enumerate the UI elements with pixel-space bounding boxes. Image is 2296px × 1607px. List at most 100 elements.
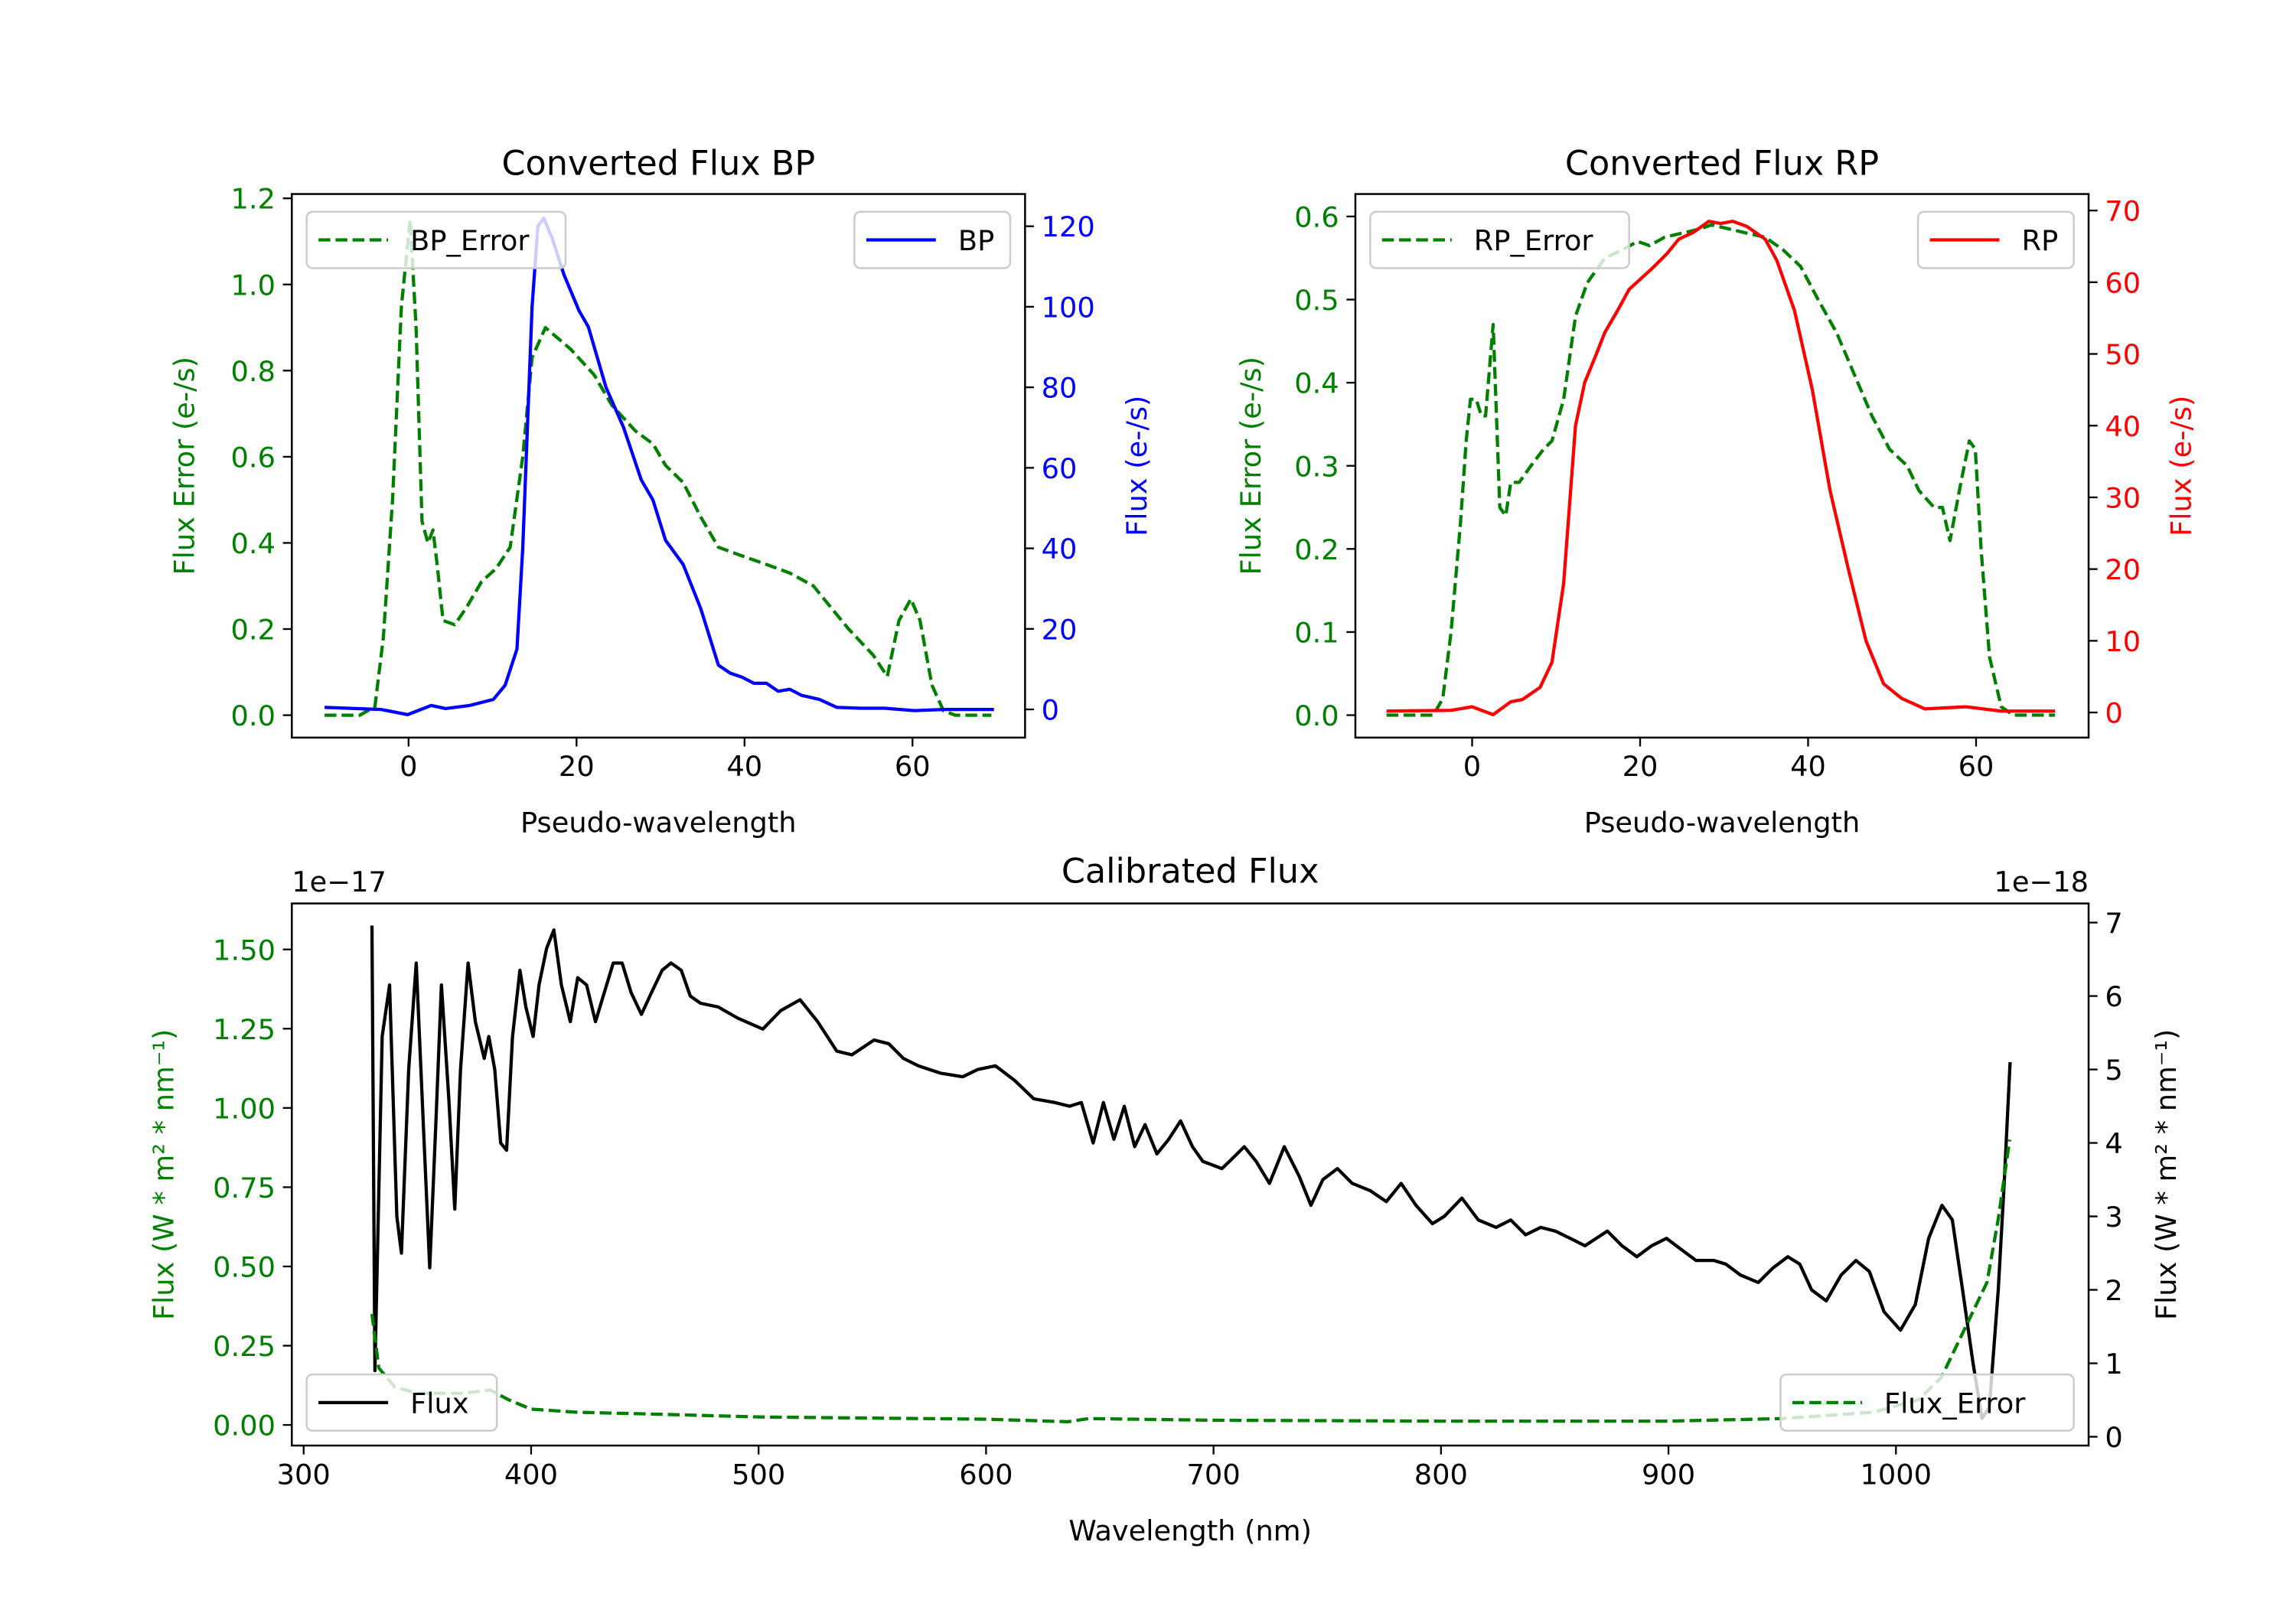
y-left-tick-label: 0.4 [1294, 367, 1339, 400]
y-left-tick-label: 1.00 [213, 1092, 276, 1125]
y-left-tick-label: 1.2 [231, 183, 276, 216]
y-right-tick-label: 3 [2105, 1201, 2122, 1234]
chart-title: Calibrated Flux [1062, 852, 1319, 892]
y-right-tick-label: 0 [2105, 1421, 2122, 1454]
x-tick-label: 0 [1463, 750, 1481, 783]
y-left-tick-label: 0.6 [231, 441, 276, 474]
y-left-tick-label: 0.25 [213, 1330, 276, 1363]
legend-box [1369, 210, 1630, 269]
y-right-tick-label: 5 [2105, 1054, 2122, 1087]
legend-label: RP_Error [1474, 224, 1594, 257]
x-tick-label: 20 [559, 750, 595, 783]
x-tick-label: 500 [732, 1458, 785, 1491]
series-line-rp [1386, 220, 2056, 716]
legend-box [305, 210, 567, 269]
series-line-bp [324, 216, 994, 716]
legend-flux-error: Flux_Error [1779, 1373, 2075, 1432]
y-left-tick-label: 0.00 [213, 1410, 276, 1442]
legend-box [1779, 1373, 2075, 1432]
legend-label: BP [958, 224, 994, 257]
x-tick-label: 1000 [1860, 1458, 1932, 1491]
y-right-tick-label: 60 [1042, 452, 1078, 485]
legend-box [305, 1373, 498, 1432]
y-right-tick-label: 0 [2105, 697, 2122, 730]
y-right-tick-label: 100 [1042, 291, 1095, 324]
chart-0: Converted Flux BP 0 20 40 60 0.0 0.2 0.4 0.6 0.8 1… [168, 144, 1154, 839]
y-right-tick-label: 1 [2105, 1348, 2122, 1380]
legend-bp: BP [853, 210, 1012, 269]
y-left-axis-label: Flux Error (e-/s) [168, 357, 201, 575]
y-left-tick-label: 0.0 [231, 699, 276, 732]
y-left-axis-label: Flux Error (e-/s) [1234, 357, 1267, 575]
legend-bp-error: BP_Error [305, 210, 567, 269]
legend-label: RP [2022, 224, 2059, 257]
axes-frame [291, 902, 2090, 1447]
y-right-tick-label: 2 [2105, 1274, 2122, 1307]
y-right-tick-label: 60 [2105, 266, 2141, 299]
y-left-tick-label: 0.5 [1294, 284, 1339, 317]
series-line-flux [370, 925, 2012, 1420]
x-tick-label: 0 [400, 750, 417, 783]
y-right-tick-label: 20 [1042, 613, 1078, 646]
legend-flux: Flux [305, 1373, 498, 1432]
y-left-tick-label: 1.50 [213, 934, 276, 966]
y-right-tick-label: 30 [2105, 481, 2141, 514]
legend-label: Flux_Error [1884, 1387, 2026, 1420]
y-right-tick-label: 40 [1042, 533, 1078, 566]
x-tick-label: 60 [895, 750, 931, 783]
y-right-tick-label: 40 [2105, 410, 2141, 443]
x-axis-label: Pseudo-wavelength [520, 807, 797, 839]
y-left-tick-label: 0.1 [1294, 616, 1339, 649]
y-right-tick-label: 4 [2105, 1127, 2122, 1160]
x-tick-label: 60 [1958, 750, 1994, 783]
y-right-axis-label: Flux (W * m² * nm⁻¹) [2150, 1029, 2183, 1320]
y-left-tick-label: 0.50 [213, 1251, 276, 1284]
y-right-tick-label: 0 [1042, 694, 1059, 727]
x-axis-label: Pseudo-wavelength [1584, 807, 1861, 839]
y-right-tick-label: 20 [2105, 553, 2141, 586]
y-right-tick-label: 6 [2105, 980, 2122, 1013]
y-right-tick-label: 80 [1042, 372, 1078, 405]
chart-2: Calibrated Flux 300 400 500 600 700 800 900 1000… [147, 852, 2183, 1547]
chart-title: Converted Flux BP [501, 144, 815, 183]
y-right-tick-label: 70 [2105, 195, 2141, 228]
legend-label: Flux [410, 1387, 468, 1420]
y-left-tick-label: 0.2 [1294, 533, 1339, 566]
x-tick-label: 600 [959, 1458, 1013, 1491]
y-right-axis-label: Flux (e-/s) [2165, 396, 2198, 536]
legend-label: BP_Error [410, 224, 530, 257]
x-tick-label: 40 [726, 750, 762, 783]
y-left-tick-label: 0.2 [231, 614, 276, 647]
y-left-tick-label: 1.25 [213, 1013, 276, 1046]
y-right-tick-label: 120 [1042, 210, 1095, 243]
y-left-offset-label: 1e−17 [292, 865, 386, 898]
y-left-tick-label: 0.4 [231, 527, 276, 560]
legend-rp: RP [1916, 210, 2075, 269]
x-tick-label: 900 [1642, 1458, 1695, 1491]
x-tick-label: 800 [1414, 1458, 1468, 1491]
x-tick-label: 20 [1623, 750, 1658, 783]
axes-frame [291, 193, 1026, 739]
x-tick-label: 400 [504, 1458, 558, 1491]
legend-rp-error: RP_Error [1369, 210, 1630, 269]
y-right-offset-label: 1e−18 [1994, 865, 2089, 898]
x-tick-label: 700 [1187, 1458, 1241, 1491]
x-tick-label: 40 [1790, 750, 1826, 783]
y-left-tick-label: 0.75 [213, 1172, 276, 1204]
y-right-tick-label: 7 [2105, 907, 2122, 940]
x-tick-label: 300 [277, 1458, 331, 1491]
y-left-tick-label: 1.0 [231, 269, 276, 302]
y-left-tick-label: 0.8 [231, 355, 276, 388]
y-right-axis-label: Flux (e-/s) [1120, 396, 1153, 536]
y-left-tick-label: 0.0 [1294, 699, 1339, 732]
y-right-tick-label: 10 [2105, 625, 2141, 658]
series-line-rp-error [1386, 223, 2056, 717]
x-axis-label: Wavelength (nm) [1068, 1514, 1312, 1547]
y-left-axis-label: Flux (W * m² * nm⁻¹) [147, 1029, 180, 1320]
y-right-tick-label: 50 [2105, 338, 2141, 371]
series-line-bp-error [325, 218, 992, 717]
y-left-tick-label: 0.6 [1294, 200, 1339, 233]
chart-1: Converted Flux RP 0 20 40 60 0.0 0.1 0.2 0.3 0.4 0… [1234, 144, 2197, 839]
chart-title: Converted Flux RP [1565, 144, 1879, 183]
